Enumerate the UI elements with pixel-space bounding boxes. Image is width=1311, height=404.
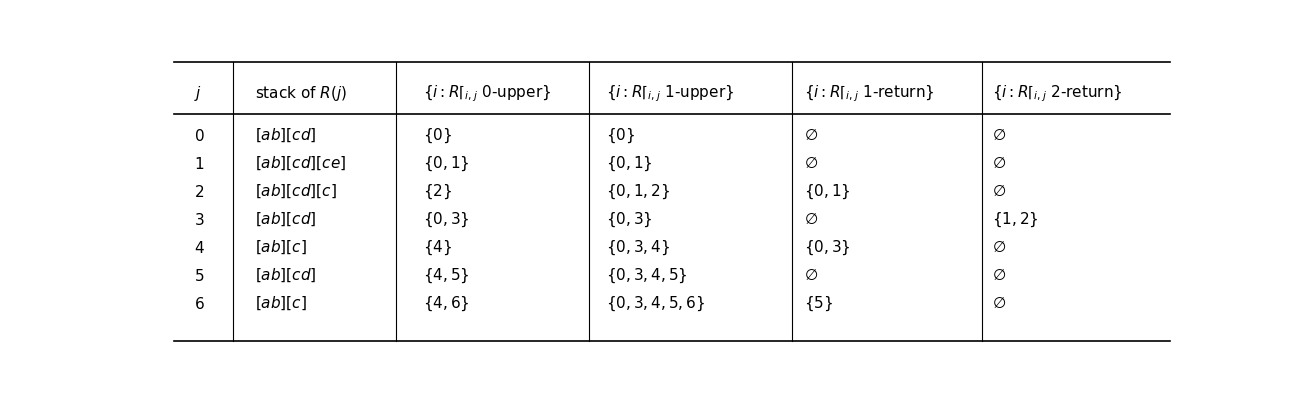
Text: $\emptyset$: $\emptyset$ — [992, 296, 1006, 311]
Text: $\{0,3,4,5\}$: $\{0,3,4,5\}$ — [606, 266, 687, 285]
Text: $4$: $4$ — [194, 240, 205, 256]
Text: $3$: $3$ — [194, 212, 205, 227]
Text: $[ab][cd]$: $[ab][cd]$ — [256, 267, 317, 284]
Text: $\{0,1,2\}$: $\{0,1,2\}$ — [606, 182, 670, 201]
Text: $\emptyset$: $\emptyset$ — [992, 184, 1006, 199]
Text: $\emptyset$: $\emptyset$ — [992, 128, 1006, 143]
Text: $j$: $j$ — [194, 84, 202, 103]
Text: $\{i : R\lceil_{i,j}$ 1-upper$\}$: $\{i : R\lceil_{i,j}$ 1-upper$\}$ — [606, 83, 734, 104]
Text: $5$: $5$ — [194, 267, 205, 284]
Text: $\emptyset$: $\emptyset$ — [804, 212, 818, 227]
Text: $\{i : R\lceil_{i,j}$ 1-return$\}$: $\{i : R\lceil_{i,j}$ 1-return$\}$ — [804, 83, 935, 104]
Text: stack of $R(j)$: stack of $R(j)$ — [256, 84, 347, 103]
Text: $\{0,3\}$: $\{0,3\}$ — [423, 210, 469, 229]
Text: $[ab][c]$: $[ab][c]$ — [256, 239, 307, 256]
Text: $\{4,6\}$: $\{4,6\}$ — [423, 295, 469, 313]
Text: $\{0,3\}$: $\{0,3\}$ — [606, 210, 653, 229]
Text: $\emptyset$: $\emptyset$ — [804, 128, 818, 143]
Text: $[ab][cd]$: $[ab][cd]$ — [256, 211, 317, 228]
Text: $\{4,5\}$: $\{4,5\}$ — [423, 266, 469, 285]
Text: $\emptyset$: $\emptyset$ — [804, 156, 818, 171]
Text: $\emptyset$: $\emptyset$ — [804, 268, 818, 283]
Text: $[ab][c]$: $[ab][c]$ — [256, 295, 307, 312]
Text: $\{5\}$: $\{5\}$ — [804, 295, 832, 313]
Text: $2$: $2$ — [194, 183, 205, 200]
Text: $\{i : R\lceil_{i,j}$ 2-return$\}$: $\{i : R\lceil_{i,j}$ 2-return$\}$ — [992, 83, 1122, 104]
Text: $\{0\}$: $\{0\}$ — [423, 126, 452, 145]
Text: $\{4\}$: $\{4\}$ — [423, 238, 452, 257]
Text: $\{2\}$: $\{2\}$ — [423, 182, 452, 201]
Text: $0$: $0$ — [194, 128, 205, 143]
Text: $\{0,3,4,5,6\}$: $\{0,3,4,5,6\}$ — [606, 295, 705, 313]
Text: $\{1,2\}$: $\{1,2\}$ — [992, 210, 1038, 229]
Text: $1$: $1$ — [194, 156, 205, 172]
Text: $[ab][cd][ce]$: $[ab][cd][ce]$ — [256, 155, 346, 172]
Text: $\emptyset$: $\emptyset$ — [992, 240, 1006, 255]
Text: $\{0\}$: $\{0\}$ — [606, 126, 635, 145]
Text: $\{0,1\}$: $\{0,1\}$ — [423, 154, 469, 173]
Text: $\emptyset$: $\emptyset$ — [992, 156, 1006, 171]
Text: $\{0,1\}$: $\{0,1\}$ — [606, 154, 653, 173]
Text: $\{0,1\}$: $\{0,1\}$ — [804, 182, 851, 201]
Text: $6$: $6$ — [194, 296, 205, 311]
Text: $\{i : R\lceil_{i,j}$ 0-upper$\}$: $\{i : R\lceil_{i,j}$ 0-upper$\}$ — [423, 83, 551, 104]
Text: $\{0,3\}$: $\{0,3\}$ — [804, 238, 851, 257]
Text: $[ab][cd][c]$: $[ab][cd][c]$ — [256, 183, 337, 200]
Text: $\emptyset$: $\emptyset$ — [992, 268, 1006, 283]
Text: $[ab][cd]$: $[ab][cd]$ — [256, 127, 317, 144]
Text: $\{0,3,4\}$: $\{0,3,4\}$ — [606, 238, 670, 257]
